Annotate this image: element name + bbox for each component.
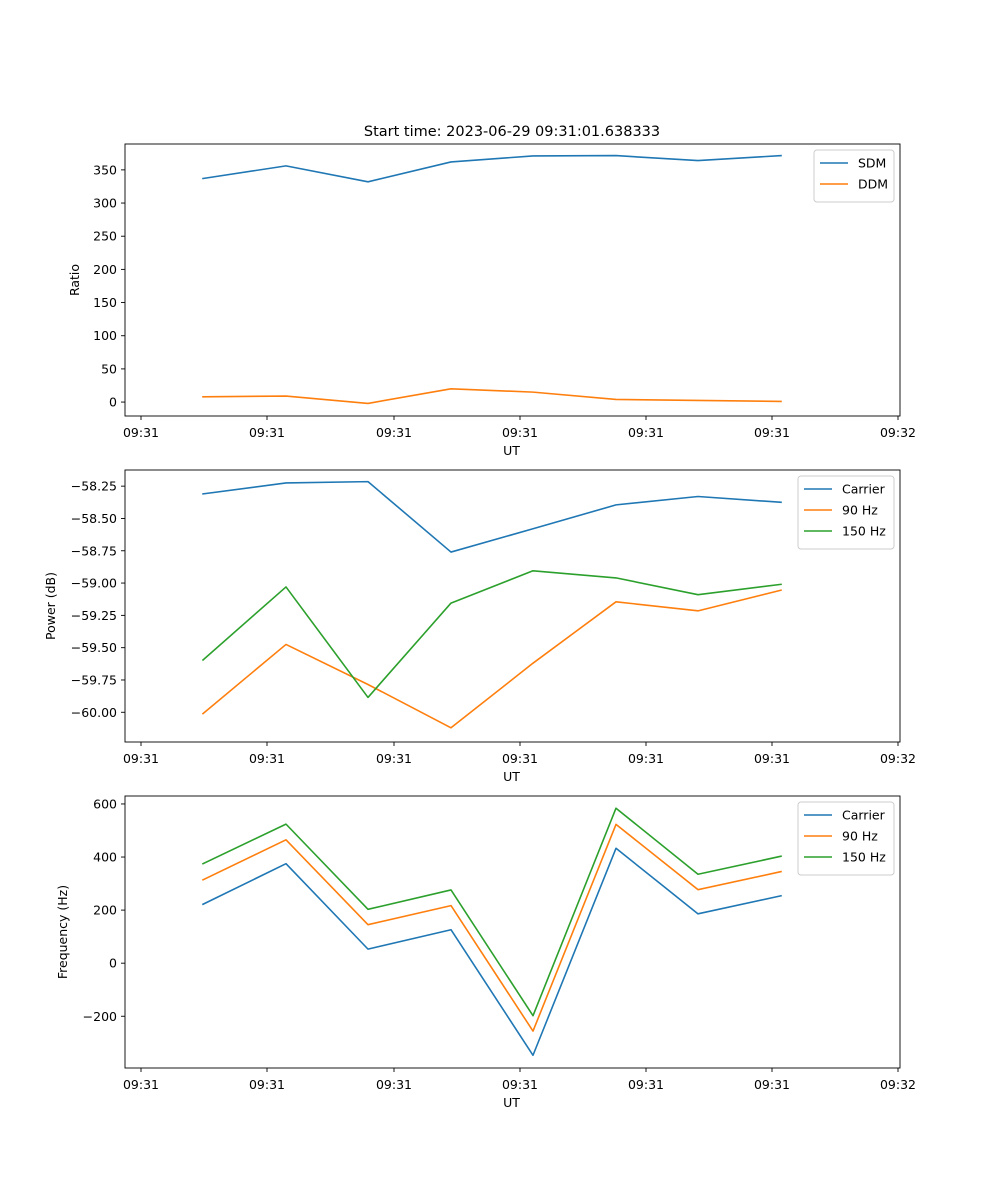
panel-2: 09:31 09:31 09:31 09:31 09:31 09:31 09:32 −60.0… xyxy=(43,469,916,784)
axes-frame xyxy=(124,469,901,743)
series-line-1 xyxy=(201,847,782,1057)
y-axis-label: Power (dB) xyxy=(43,572,58,640)
legend-label: Carrier xyxy=(842,482,886,497)
y-tick-label: 200 xyxy=(93,262,117,277)
axes-frame xyxy=(124,143,901,417)
legend-label: 90 Hz xyxy=(842,829,878,844)
x-tick-label: 09:32 xyxy=(880,1077,916,1092)
legend-label: Carrier xyxy=(842,808,886,823)
x-tick-label: 09:31 xyxy=(123,1077,159,1092)
x-tick-label: 09:31 xyxy=(123,425,159,440)
x-tick-label: 09:31 xyxy=(502,1077,538,1092)
series-line-1 xyxy=(202,480,782,553)
panel-1: 09:31 09:31 09:31 09:31 09:31 09:31 09:32 0 50 10… xyxy=(67,143,916,458)
y-tick-label: −59.25 xyxy=(71,608,117,623)
y-tick-label: −58.50 xyxy=(71,511,117,526)
series-line-3 xyxy=(201,807,782,1017)
x-tick-label: 09:31 xyxy=(376,1077,412,1092)
x-tick-label: 09:31 xyxy=(628,751,664,766)
y-tick-label: −59.00 xyxy=(71,576,117,591)
x-tick-label: 09:31 xyxy=(754,425,790,440)
legend: SDM DDM xyxy=(813,149,895,203)
series-line-2 xyxy=(201,589,782,729)
y-tick-label: −60.00 xyxy=(71,705,117,720)
series-line-2 xyxy=(201,823,782,1032)
x-tick-label: 09:31 xyxy=(754,1077,790,1092)
y-tick-label: 250 xyxy=(93,229,117,244)
x-tick-label: 09:31 xyxy=(502,751,538,766)
legend: Carrier 90 Hz 150 Hz xyxy=(797,801,895,876)
y-tick-label: 50 xyxy=(101,361,117,376)
y-tick-label: −200 xyxy=(83,1009,117,1024)
series-line-2 xyxy=(202,387,782,405)
x-tick-label: 09:31 xyxy=(249,425,285,440)
y-tick-label: 350 xyxy=(93,162,117,177)
y-tick-label: 0 xyxy=(109,956,117,971)
legend-label: DDM xyxy=(858,177,888,192)
x-tick-label: 09:31 xyxy=(249,1077,285,1092)
x-axis-label: UT xyxy=(503,443,520,458)
legend-label: SDM xyxy=(858,156,886,171)
y-tick-label: 0 xyxy=(109,395,117,410)
y-tick-label: 300 xyxy=(93,196,117,211)
y-tick-label: 200 xyxy=(93,903,117,918)
axes-frame xyxy=(124,795,901,1069)
legend-label: 90 Hz xyxy=(842,503,878,518)
panel-3: 09:31 09:31 09:31 09:31 09:31 09:31 09:32 −200 0… xyxy=(55,795,916,1110)
x-tick-label: 09:31 xyxy=(249,751,285,766)
x-tick-label: 09:31 xyxy=(628,425,664,440)
y-tick-label: 150 xyxy=(93,295,117,310)
x-tick-label: 09:31 xyxy=(376,425,412,440)
y-tick-label: 100 xyxy=(93,328,117,343)
x-tick-label: 09:31 xyxy=(123,751,159,766)
legend: Carrier 90 Hz 150 Hz xyxy=(797,475,895,550)
y-tick-label: 600 xyxy=(93,796,117,811)
x-axis-label: UT xyxy=(503,1095,520,1110)
y-axis-label: Frequency (Hz) xyxy=(55,885,70,979)
y-tick-label: −59.50 xyxy=(71,640,117,655)
series-line-3 xyxy=(201,569,782,699)
legend-label: 150 Hz xyxy=(842,524,886,539)
y-axis-label: Ratio xyxy=(67,264,82,296)
x-tick-label: 09:31 xyxy=(376,751,412,766)
x-tick-label: 09:32 xyxy=(880,425,916,440)
x-tick-label: 09:31 xyxy=(754,751,790,766)
y-tick-label: −58.25 xyxy=(71,479,117,494)
y-tick-label: −58.75 xyxy=(71,543,117,558)
x-tick-label: 09:31 xyxy=(502,425,538,440)
legend-label: 150 Hz xyxy=(842,850,886,865)
chart-title: Start time: 2023-06-29 09:31:01.638333 xyxy=(364,124,660,140)
y-tick-label: 400 xyxy=(93,850,117,865)
x-tick-label: 09:32 xyxy=(880,751,916,766)
x-tick-label: 09:31 xyxy=(628,1077,664,1092)
series-line-1 xyxy=(202,154,782,183)
panels: 09:31 09:31 09:31 09:31 09:31 09:31 09:32 0 50 10… xyxy=(43,143,916,1110)
y-tick-label: −59.75 xyxy=(71,672,117,687)
x-axis-label: UT xyxy=(503,769,520,784)
